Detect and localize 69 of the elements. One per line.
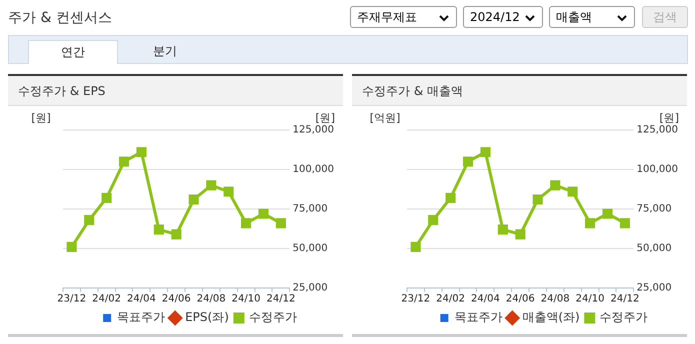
point (102, 192, 112, 203)
y2-tick-label: 100,000 (636, 164, 678, 176)
y2-tick-label: 125,000 (636, 124, 678, 136)
text: 매출액 (549, 6, 635, 28)
text: 주가 & 컨센서스 (8, 9, 112, 27)
text: 주재무제표 (350, 6, 457, 28)
point (206, 180, 216, 190)
x-tick-label: 24/02 (92, 294, 121, 305)
point (118, 156, 130, 167)
legend-label: 수정주가 (248, 310, 297, 324)
x-tick-label: 24/04 (471, 294, 500, 305)
point (585, 218, 596, 228)
x-tick-label: 24/12 (266, 294, 296, 305)
legend-label: EPS(좌) (185, 310, 229, 324)
point (241, 218, 252, 228)
point (171, 229, 182, 240)
y2-axis-title: [원] (315, 111, 335, 124)
point (498, 224, 508, 235)
y2-axis-title: [원] (659, 111, 679, 124)
y2-tick-label: 100,000 (292, 164, 334, 176)
y2-tick-label: 125,000 (292, 124, 334, 136)
point (224, 186, 234, 197)
point (84, 215, 94, 226)
point (410, 242, 421, 252)
point (66, 242, 77, 252)
y2-tick-label: 25,000 (292, 282, 328, 294)
point (446, 192, 456, 203)
x-tick-label: 24/02 (436, 294, 465, 305)
point (136, 147, 146, 158)
point (515, 229, 526, 240)
legend-label: 매출액(좌) (522, 310, 580, 324)
text: 2024/12 (463, 6, 543, 28)
y2-tick-label: 75,000 (636, 204, 672, 215)
x-tick-label: 24/10 (232, 294, 260, 305)
x-tick-label: 24/08 (196, 294, 226, 305)
y-axis-title: [억원] (370, 111, 400, 124)
point (154, 224, 164, 235)
y2-tick-label: 50,000 (636, 243, 672, 254)
point (480, 147, 490, 158)
y2-tick-label: 75,000 (292, 204, 328, 215)
point (550, 180, 560, 190)
point (428, 215, 438, 226)
x-tick-label: 24/06 (506, 294, 535, 305)
point (188, 194, 199, 205)
point (258, 208, 269, 219)
text: 연간 (28, 40, 118, 64)
x-tick-label: 24/04 (127, 294, 156, 305)
x-tick-label: 24/08 (540, 294, 570, 305)
point (620, 218, 630, 228)
point (602, 208, 613, 219)
text: 검색 (642, 6, 688, 28)
legend-label: 목표주가 (454, 310, 502, 324)
x-tick-label: 24/06 (162, 294, 191, 305)
y-axis-title: [원] (31, 111, 51, 124)
x-tick-label: 23/12 (401, 294, 430, 305)
x-tick-label: 24/10 (576, 294, 604, 305)
x-tick-label: 24/12 (610, 294, 640, 305)
chart-title: 수정주가 & 매출액 (352, 74, 687, 106)
point (462, 156, 474, 167)
y2-tick-label: 25,000 (636, 282, 672, 294)
x-tick-label: 23/12 (57, 294, 86, 305)
point (276, 218, 286, 228)
point (532, 194, 543, 205)
legend-label: 수정주가 (600, 310, 648, 324)
legend-label: 목표주가 (117, 310, 166, 324)
text: 분기 (152, 43, 178, 60)
chart-title: 수정주가 & EPS (8, 74, 343, 106)
point (568, 186, 578, 197)
y2-tick-label: 50,000 (292, 243, 328, 254)
